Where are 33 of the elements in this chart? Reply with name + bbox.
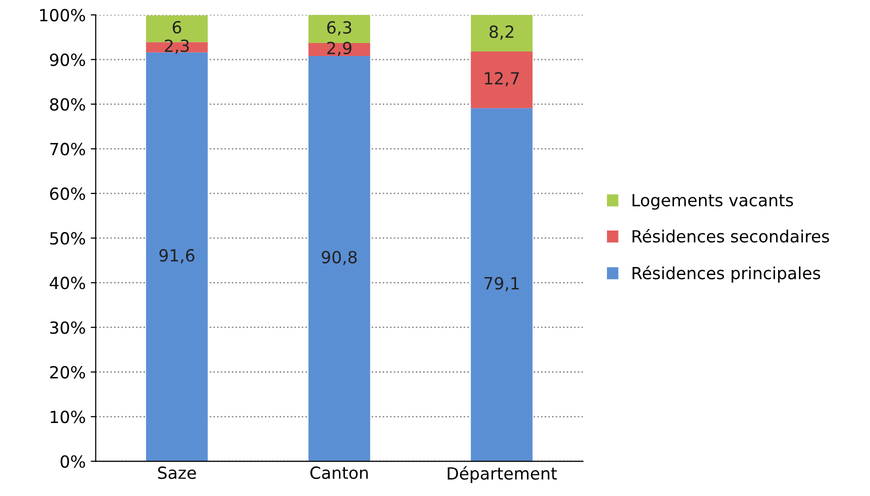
y-tick-label: 30% <box>50 321 86 334</box>
y-tick-label: 60% <box>50 187 86 200</box>
legend-label: Logements vacants <box>632 194 793 210</box>
data-label: 2,9 <box>327 42 352 56</box>
y-tick-label: 40% <box>50 276 86 290</box>
x-tick-label: Canton <box>310 466 368 480</box>
y-tick-label: 100% <box>40 8 86 22</box>
bar <box>146 52 208 462</box>
y-tick-label: 0% <box>60 455 86 468</box>
y-tick-label: 10% <box>50 410 86 424</box>
bar <box>308 43 370 56</box>
bar <box>308 56 370 462</box>
data-label: 79,1 <box>484 276 519 292</box>
bar <box>470 108 533 462</box>
y-tick-label: 90% <box>50 53 86 66</box>
x-tick-label: Département <box>448 466 557 483</box>
legend-label: Résidences secondaires <box>632 229 830 243</box>
y-tick-label: 80% <box>50 98 86 111</box>
y-tick-label: 70% <box>50 142 86 156</box>
legend-label: Résidences principales <box>632 266 820 283</box>
bar <box>470 51 533 108</box>
bar <box>308 14 370 44</box>
data-label: 6 <box>172 20 182 34</box>
x-tick-label: Saze <box>158 466 196 480</box>
data-label: 6,3 <box>327 21 352 36</box>
data-label: 90,8 <box>322 250 357 266</box>
y-tick-label: 20% <box>50 366 86 379</box>
data-label: 91,6 <box>159 249 194 264</box>
bar <box>470 14 533 52</box>
data-label: 12,7 <box>484 72 519 86</box>
data-label: 8,2 <box>490 25 514 40</box>
y-tick-label: 50% <box>50 232 86 245</box>
data-label: 2,3 <box>164 39 189 54</box>
